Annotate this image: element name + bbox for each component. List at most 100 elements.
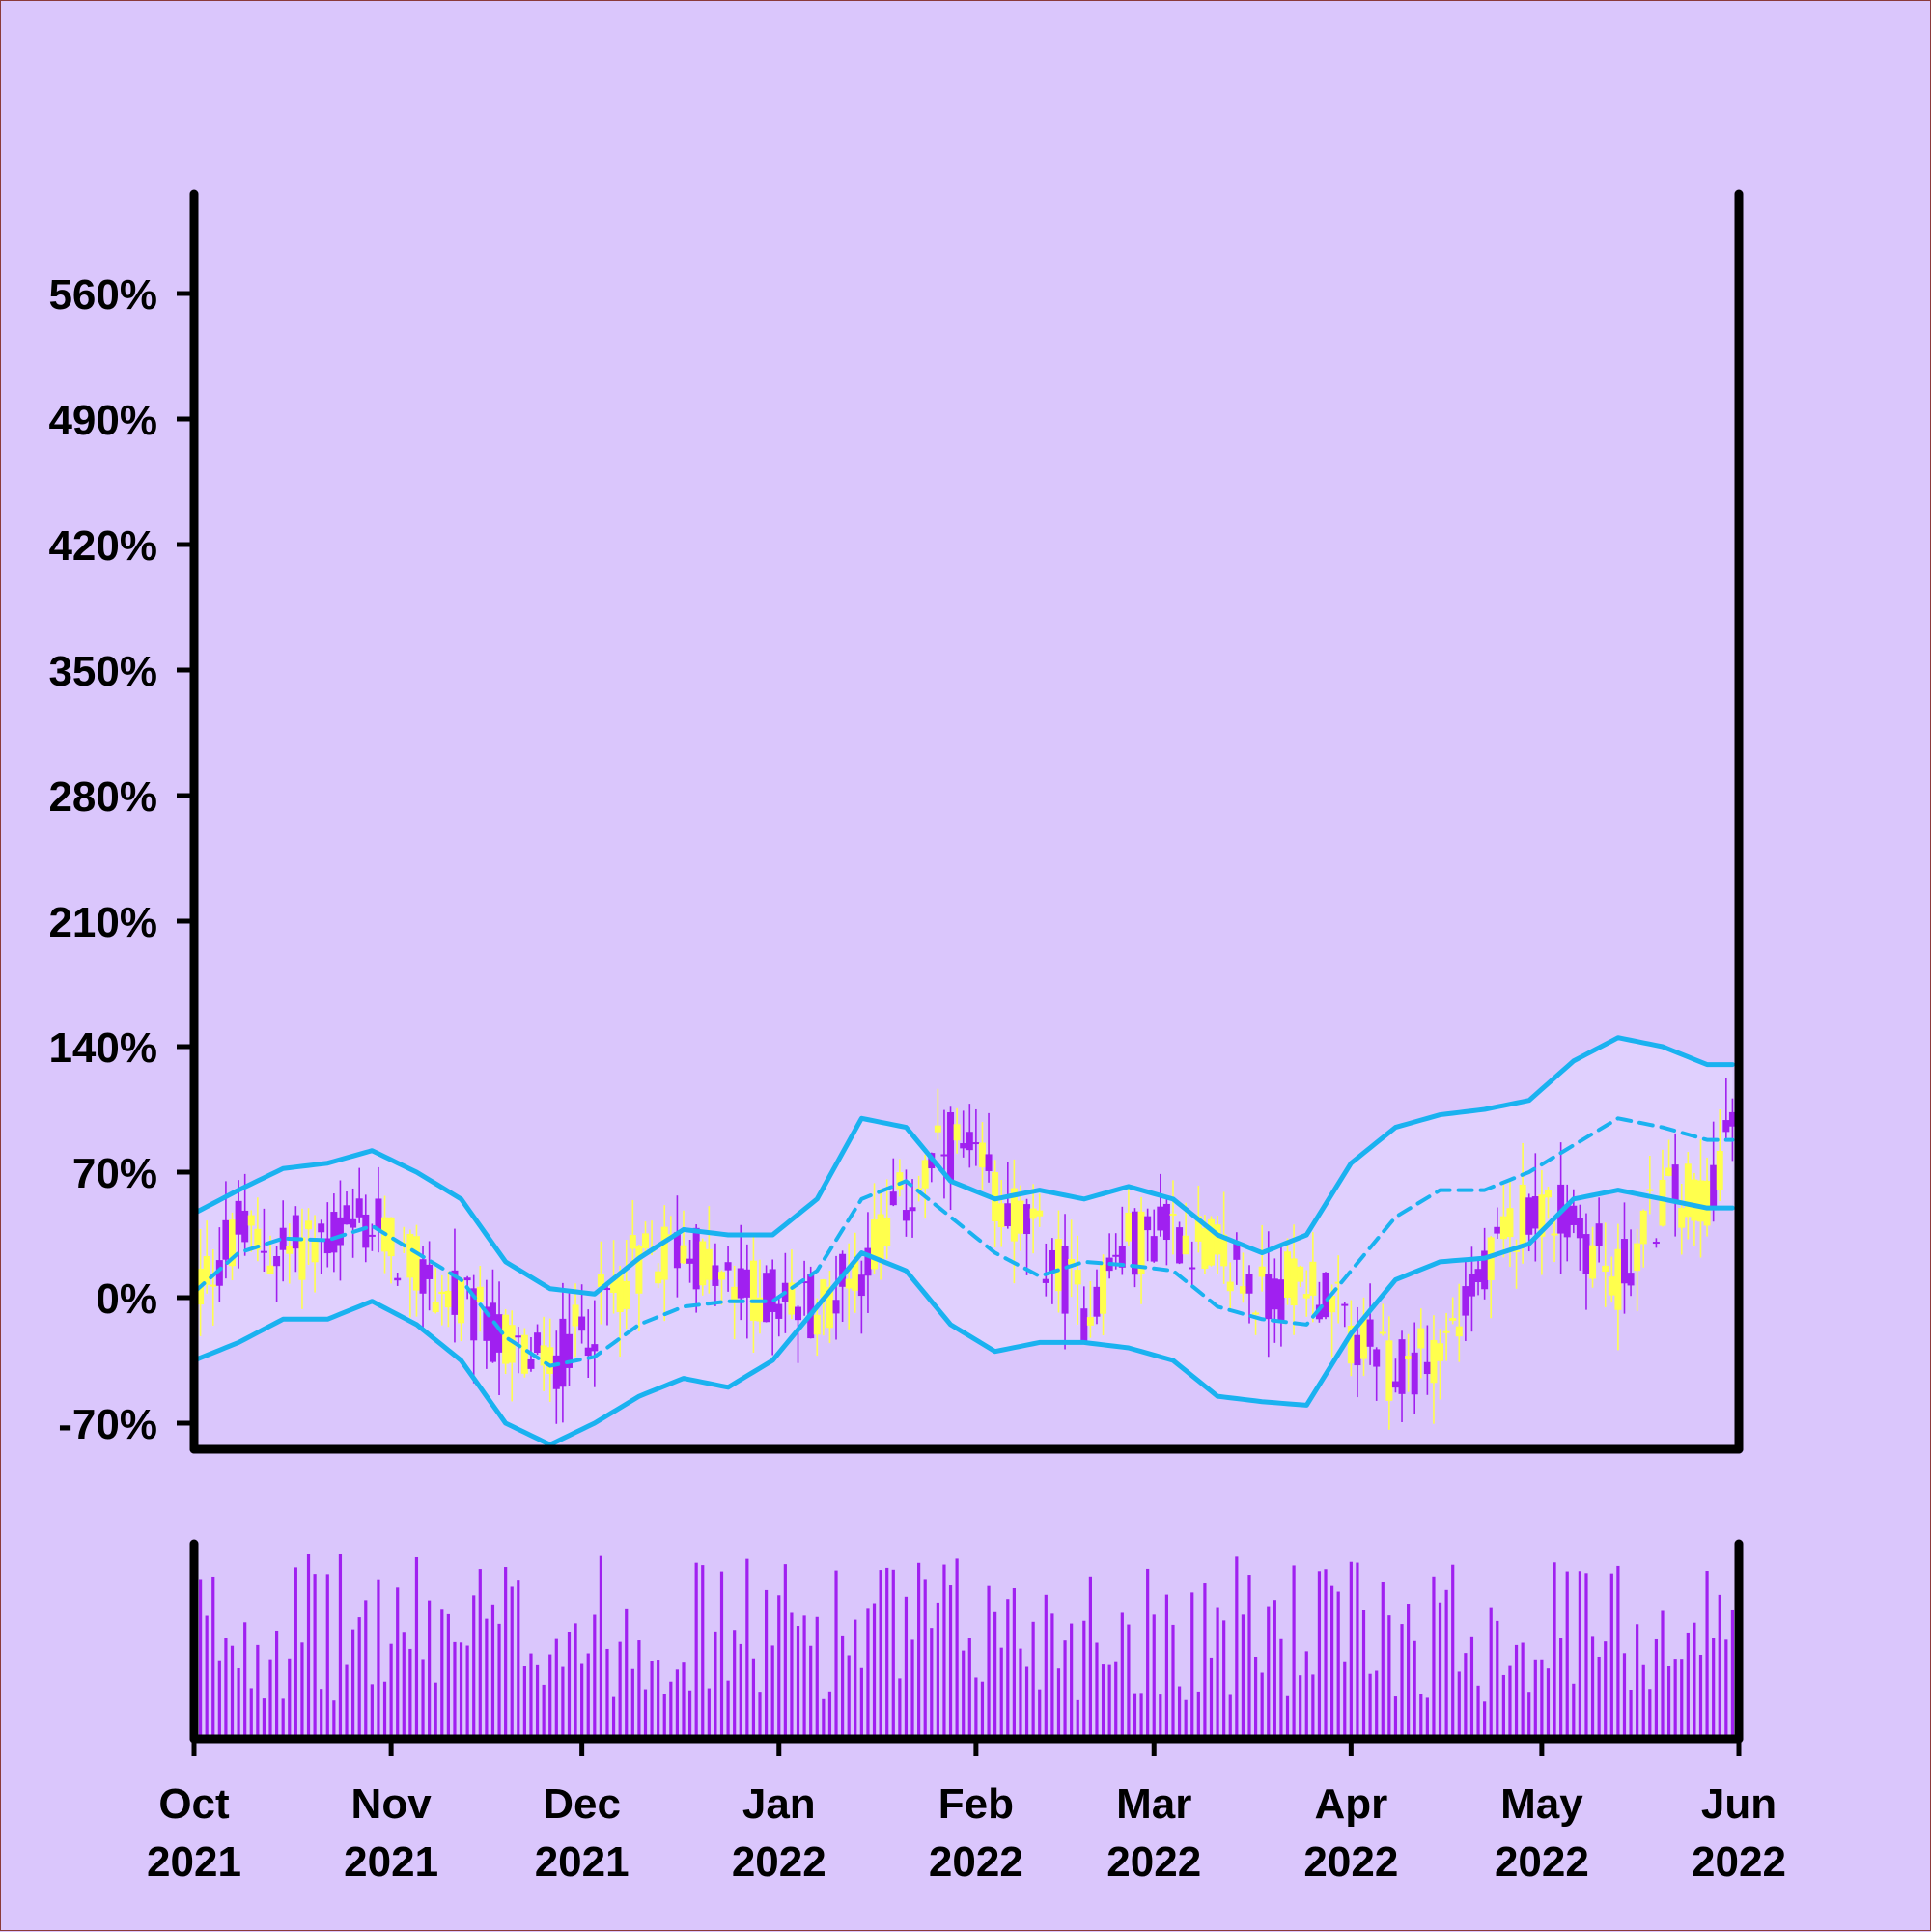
candle [1207, 1216, 1215, 1267]
volume-bar [517, 1580, 520, 1739]
candle [1385, 1316, 1393, 1430]
volume-bar [1088, 1576, 1092, 1739]
volume-bar [338, 1554, 343, 1739]
candle [426, 1241, 434, 1311]
volume-bar [923, 1579, 927, 1739]
volume-bar [980, 1681, 985, 1739]
candle [889, 1158, 897, 1207]
candle [1100, 1254, 1107, 1336]
candle [1474, 1257, 1482, 1296]
candle [832, 1255, 840, 1340]
candle [229, 1212, 237, 1281]
volume-bar [1139, 1693, 1143, 1739]
candle [330, 1193, 338, 1273]
candle [1595, 1197, 1603, 1263]
candle [1131, 1208, 1138, 1288]
candle [1691, 1172, 1698, 1246]
candle [800, 1260, 808, 1316]
candle [641, 1221, 649, 1255]
volume-bar [408, 1648, 412, 1739]
volume-bar [948, 1585, 953, 1739]
candle [699, 1238, 707, 1296]
candle [896, 1159, 904, 1197]
volume-bar [739, 1643, 742, 1739]
candle [406, 1229, 414, 1318]
volume-bar [510, 1586, 514, 1739]
candle [1252, 1310, 1260, 1335]
candle [438, 1274, 446, 1326]
candle [1379, 1303, 1386, 1336]
candle [1290, 1224, 1298, 1335]
volume-bar [1712, 1638, 1716, 1739]
volume-bar [1419, 1694, 1423, 1739]
candle [394, 1273, 402, 1286]
candle [215, 1227, 223, 1302]
candle [1722, 1078, 1730, 1140]
candle [515, 1327, 522, 1374]
candle [597, 1241, 604, 1325]
volume-bar [357, 1617, 361, 1739]
volume-bar [733, 1630, 737, 1739]
volume-bar [1247, 1575, 1251, 1739]
volume-bar [1019, 1648, 1022, 1739]
volume-bar [1324, 1569, 1328, 1739]
volume-bar [325, 1574, 329, 1739]
candle [673, 1195, 681, 1298]
volume-bar [1006, 1599, 1010, 1739]
candle [1531, 1153, 1539, 1262]
candle [1360, 1297, 1368, 1377]
candle [909, 1179, 916, 1238]
candle [1023, 1198, 1031, 1275]
volume-bar [567, 1631, 572, 1739]
candle [1614, 1223, 1622, 1351]
volume-bar [1648, 1689, 1652, 1739]
volume-bar [687, 1690, 692, 1739]
candle [508, 1310, 516, 1402]
bollinger-band-fill [194, 1037, 1733, 1445]
candle [368, 1223, 376, 1251]
volume-bar [561, 1666, 565, 1739]
candle [483, 1279, 490, 1369]
volume-bar [1565, 1571, 1569, 1739]
candle [1309, 1232, 1317, 1323]
volume-bar [497, 1623, 501, 1739]
volume-bar [1152, 1614, 1156, 1739]
x-tick-label-month: Nov [351, 1780, 433, 1828]
volume-bar [1336, 1591, 1340, 1739]
volume-bar [1159, 1694, 1162, 1739]
volume-bar [345, 1664, 349, 1739]
volume-bar [662, 1694, 666, 1739]
candle [1277, 1243, 1285, 1347]
volume-bar [249, 1688, 253, 1739]
candle [1157, 1173, 1164, 1237]
volume-bar [1349, 1561, 1353, 1739]
candle [1150, 1209, 1158, 1263]
y-tick-label: 560% [48, 271, 157, 319]
volume-bar [1107, 1664, 1111, 1739]
volume-bar [1114, 1661, 1118, 1739]
candle [934, 1088, 941, 1140]
candle [279, 1200, 287, 1282]
candle [458, 1276, 465, 1342]
volume-bar [822, 1698, 826, 1739]
volume-bar [1253, 1656, 1258, 1739]
volume-bar [770, 1645, 774, 1739]
volume-bar [300, 1642, 304, 1739]
candle [1341, 1302, 1349, 1328]
candle [775, 1294, 783, 1337]
candle [432, 1268, 439, 1314]
volume-bar [1705, 1571, 1709, 1739]
volume-bar [485, 1618, 489, 1739]
candle [1297, 1265, 1304, 1287]
candle [552, 1330, 560, 1424]
x-axis-ticks: Oct 2021 Nov 2021 Dec 2021 Jan 2022 Feb 2022 Mar 20… [147, 1739, 1786, 1886]
candle [375, 1166, 382, 1253]
candle [1176, 1221, 1184, 1265]
bollinger-middle-line [192, 1116, 1735, 1368]
volume-bar [504, 1567, 508, 1739]
volume-bar [1095, 1642, 1099, 1739]
candle [1608, 1256, 1615, 1303]
candle [1627, 1229, 1635, 1297]
y-tick-label: 140% [48, 1024, 157, 1072]
candle [845, 1243, 853, 1330]
